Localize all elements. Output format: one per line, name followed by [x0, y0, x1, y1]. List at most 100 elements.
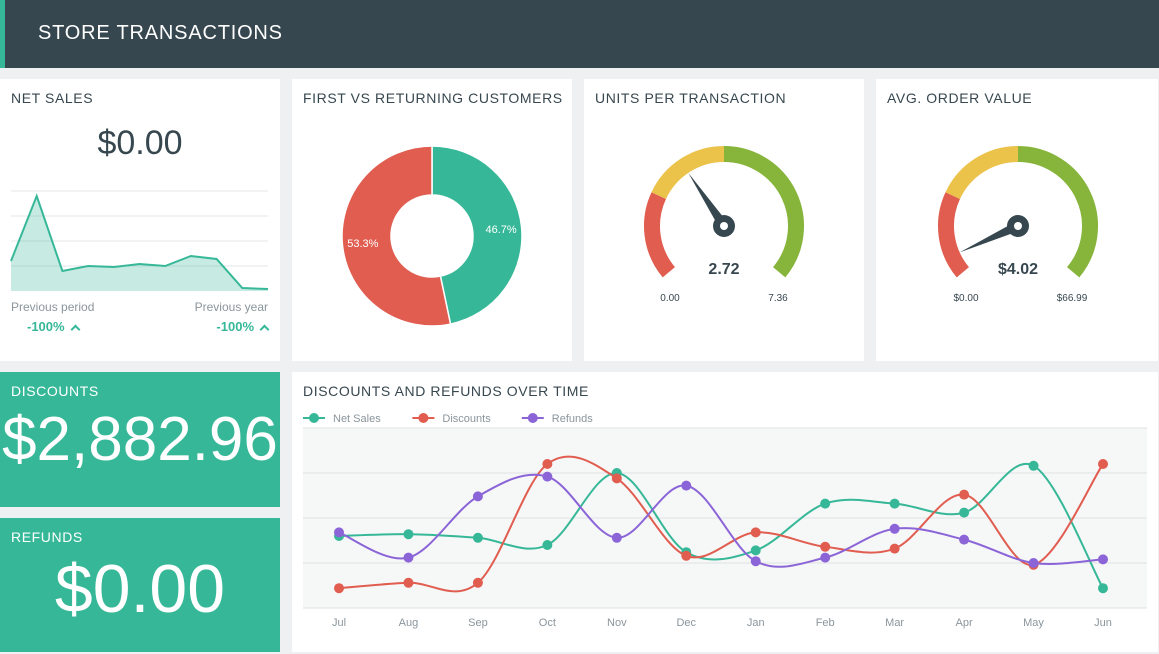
series-point: [681, 550, 692, 561]
gauge-segment-low: [644, 192, 676, 278]
legend-label: Net Sales: [333, 413, 381, 425]
units-per-transaction-title: UNITS PER TRANSACTION: [595, 90, 787, 106]
series-point: [820, 552, 831, 563]
over-time-line-chart: Net Sales Discounts Refunds Jul Aug Sep Oct Nov…: [303, 413, 1147, 629]
series-point: [959, 534, 970, 545]
discounts-card: DISCOUNTS $2,882.96: [0, 372, 280, 507]
series-point: [542, 540, 553, 550]
x-tick-label: Oct: [539, 617, 556, 629]
series-point: [959, 489, 970, 500]
series-point: [334, 527, 344, 538]
header-accent: [0, 0, 5, 68]
avg-order-value-card: AVG. ORDER VALUE $4.02 $0.00 $66.99: [876, 79, 1158, 361]
caret-up-icon: [70, 324, 81, 335]
legend-marker: [418, 413, 429, 423]
series-point: [750, 545, 761, 556]
series-point: [334, 583, 344, 594]
x-tick-label: Sep: [468, 617, 488, 629]
app-header: STORE TRANSACTIONS: [0, 0, 1159, 68]
gauge-needle: [688, 172, 729, 229]
gauge-min: 0.00: [660, 293, 680, 304]
series-point: [472, 491, 483, 502]
refunds-card: REFUNDS $0.00: [0, 518, 280, 652]
gauge-needle: [959, 221, 1021, 253]
series-point: [750, 527, 761, 538]
gauge-value: $4.02: [998, 261, 1038, 278]
legend-label: Discounts: [442, 413, 491, 425]
sparkline-line: [10, 193, 269, 290]
series-point: [472, 577, 483, 588]
over-time-title: DISCOUNTS AND REFUNDS OVER TIME: [303, 383, 589, 399]
series-point: [889, 523, 900, 534]
previous-period-change: -100%: [27, 319, 81, 335]
gauge-max: $66.99: [1057, 293, 1088, 304]
gauge-segment-high: [723, 146, 804, 278]
gauge-segment-mid: [945, 146, 1019, 200]
series-point: [542, 471, 553, 482]
gauge-min: $0.00: [953, 293, 978, 304]
gauge-needle-hub-center: [720, 222, 728, 230]
series-point: [403, 552, 414, 563]
series-point: [403, 529, 414, 540]
previous-year-change-value: -100%: [216, 319, 254, 334]
first-vs-returning-title: FIRST VS RETURNING CUSTOMERS: [303, 90, 563, 106]
x-tick-label: Jul: [332, 617, 346, 629]
gauge-value: 2.72: [708, 261, 739, 278]
previous-year-label: Previous year: [194, 300, 268, 314]
series-point: [611, 532, 622, 543]
net-sales-card: NET SALES $0.00 Previous period Previous…: [0, 79, 280, 361]
donut-slice: [341, 145, 452, 327]
series-point: [820, 541, 831, 552]
x-tick-label: Nov: [607, 617, 627, 629]
previous-period-label: Previous period: [11, 300, 95, 314]
discounts-title: DISCOUNTS: [11, 383, 99, 399]
donut-slice: [431, 145, 523, 325]
series-point: [889, 498, 900, 509]
legend-marker: [309, 413, 319, 423]
aov-gauge: $4.02 $0.00 $66.99: [938, 146, 1098, 304]
units-gauge: 2.72 0.00 7.36: [644, 146, 804, 304]
over-time-card: DISCOUNTS AND REFUNDS OVER TIME Net Sale…: [292, 372, 1158, 652]
series-point: [611, 473, 622, 484]
donut-slice-label: 46.7%: [486, 224, 517, 236]
refunds-title: REFUNDS: [11, 529, 83, 545]
series-point: [959, 507, 970, 518]
x-tick-label: Jun: [1094, 617, 1112, 629]
series-point: [820, 498, 831, 509]
series-point: [1098, 583, 1108, 594]
series-point: [750, 556, 761, 567]
previous-period-change-value: -100%: [27, 319, 65, 334]
series-point: [1028, 460, 1039, 471]
x-tick-label: Aug: [399, 617, 419, 629]
x-tick-label: May: [1023, 617, 1044, 629]
avg-order-value-title: AVG. ORDER VALUE: [887, 90, 1033, 106]
x-tick-label: Feb: [816, 617, 835, 629]
sparkline-area: [11, 196, 268, 291]
discounts-value: $2,882.96: [2, 405, 278, 474]
net-sales-value: $0.00: [97, 124, 183, 162]
net-sales-title: NET SALES: [11, 90, 94, 106]
page-title: STORE TRANSACTIONS: [38, 22, 283, 44]
series-point: [1028, 558, 1039, 568]
net-sales-sparkline: [10, 190, 269, 291]
x-tick-label: Jan: [747, 617, 765, 629]
donut-chart: 46.7% 53.3%: [341, 145, 523, 327]
previous-year-change: -100%: [216, 319, 270, 335]
units-per-transaction-card: UNITS PER TRANSACTION 2.72 0.00 7.36: [584, 79, 864, 361]
caret-up-icon: [259, 324, 270, 335]
gauge-needle-hub-center: [1014, 222, 1022, 230]
series-point: [403, 577, 414, 588]
series-point: [889, 543, 900, 554]
gauge-segment-high: [1017, 146, 1098, 278]
legend-marker: [527, 413, 538, 423]
legend-label: Refunds: [552, 413, 593, 425]
gauge-segment-low: [938, 192, 970, 278]
first-vs-returning-card: FIRST VS RETURNING CUSTOMERS 46.7% 53.3%: [292, 79, 572, 361]
series-point: [681, 480, 692, 491]
x-tick-label: Mar: [885, 617, 904, 629]
series-point: [542, 459, 553, 469]
x-tick-label: Apr: [956, 617, 973, 629]
series-point: [1098, 554, 1108, 565]
gauge-segment-mid: [651, 146, 725, 200]
series-point: [472, 532, 483, 543]
